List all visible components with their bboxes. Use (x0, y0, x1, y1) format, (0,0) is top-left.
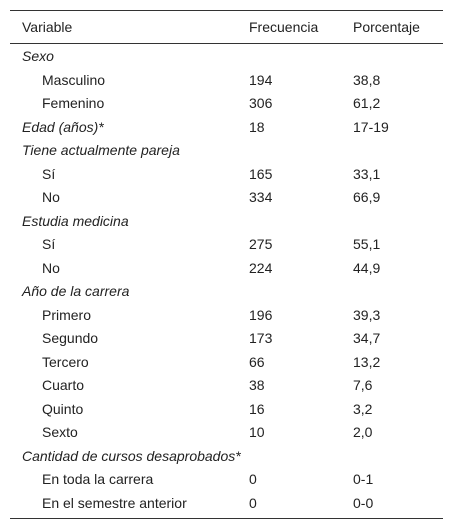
row-label: Quinto (42, 400, 84, 417)
cell: 10 (249, 424, 265, 440)
cell: 275 (249, 236, 273, 252)
row-label: Sexto (42, 424, 78, 440)
cell: 39,3 (353, 306, 381, 323)
cell: 7,6 (353, 377, 373, 393)
column-header: Porcentaje (353, 19, 420, 35)
cell: 38 (249, 377, 265, 393)
cell: 306 (249, 95, 273, 111)
cell: 34,7 (353, 330, 381, 346)
cell: 334 (249, 189, 273, 205)
row-label: Sí (42, 236, 56, 252)
cell: 0 (249, 494, 257, 511)
row-label: Sí (42, 165, 56, 182)
row-label: Primero (42, 306, 92, 323)
cell: 16 (249, 400, 265, 417)
cell: 13,2 (353, 353, 381, 370)
cell: 0 (249, 471, 257, 487)
section-label: Sexo (22, 48, 54, 64)
bottom-rule (10, 518, 443, 519)
row-label: Tercero (42, 353, 89, 370)
cell: 38,8 (353, 71, 381, 88)
section-label: Estudia medicina (22, 212, 129, 229)
top-rule (10, 10, 443, 11)
cell: 66 (249, 353, 265, 370)
section-label: Edad (años)* (22, 118, 104, 135)
row-label: En toda la carrera (42, 471, 154, 487)
cell: 173 (249, 330, 273, 346)
cell: 61,2 (353, 95, 381, 111)
cell: 196 (249, 306, 273, 323)
cell: 55,1 (353, 236, 381, 252)
cell: 66,9 (353, 189, 381, 205)
column-header: Frecuencia (249, 19, 319, 35)
cell: 0-0 (353, 494, 374, 511)
row-label: Femenino (42, 95, 105, 111)
cell: 44,9 (353, 259, 381, 276)
row-label: No (42, 259, 60, 276)
cell: 2,0 (353, 424, 373, 440)
row-label: No (42, 189, 60, 205)
header-rule (10, 43, 443, 44)
cell: 17-19 (353, 118, 389, 135)
cell: 33,1 (353, 165, 381, 182)
cell: 194 (249, 71, 273, 88)
row-label: Cuarto (42, 377, 85, 393)
section-label: Año de la carrera (22, 283, 130, 299)
cell: 0-1 (353, 471, 374, 487)
section-label: Tiene actualmente pareja (22, 142, 180, 158)
row-label: Masculino (42, 71, 106, 88)
cell: 18 (249, 118, 265, 135)
section-label: Cantidad de cursos desaprobados* (22, 447, 241, 464)
row-label: Segundo (42, 330, 99, 346)
cell: 3,2 (353, 400, 373, 417)
column-header: Variable (22, 19, 73, 35)
row-label: En el semestre anterior (42, 494, 187, 511)
cell: 224 (249, 259, 273, 276)
cell: 165 (249, 165, 273, 182)
